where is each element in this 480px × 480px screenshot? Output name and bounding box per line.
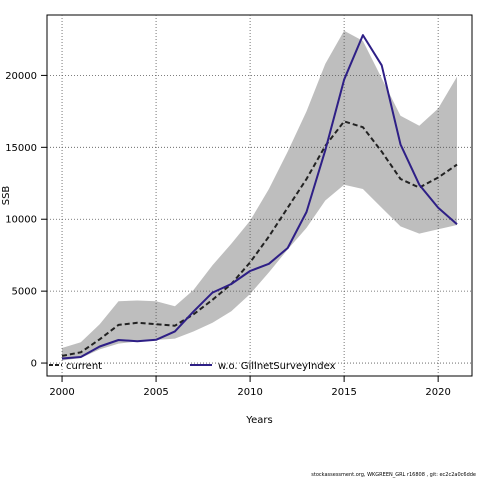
series-layer [61,34,458,360]
series-line-without-gillnet-survey-index [61,34,458,360]
y-tick-label: 15000 [5,143,37,154]
y-tick-label: 10000 [5,215,37,226]
x-axis: 2000 2005 2010 2015 2020 [49,376,451,398]
grid-layer [47,15,472,376]
plot-frame [46,14,473,377]
legend-label-without-gillnet-survey-index: w.o. GillnetSurveyIndex [218,361,336,372]
y-axis-title: SSB [1,186,12,206]
y-tick-label: 0 [31,359,37,370]
series-line-current [61,120,458,357]
confidence-band-layer [62,30,457,361]
legend-label-current: current [66,361,102,372]
y-axis: 0 5000 10000 15000 20000 [5,71,47,370]
y-tick-label: 5000 [12,287,37,298]
confidence-band [62,30,457,361]
x-tick-label: 2015 [331,387,356,398]
x-tick-label: 2000 [49,387,74,398]
x-axis-title: Years [245,415,272,426]
x-tick-label: 2020 [425,387,450,398]
footer-note: stockassessment.org, WKGREEN_GRL r16808 … [311,472,476,478]
x-tick-label: 2005 [143,387,168,398]
x-tick-label: 2010 [237,387,262,398]
legend: current w.o. GillnetSurveyIndex [49,361,336,372]
y-tick-label: 20000 [5,71,37,82]
